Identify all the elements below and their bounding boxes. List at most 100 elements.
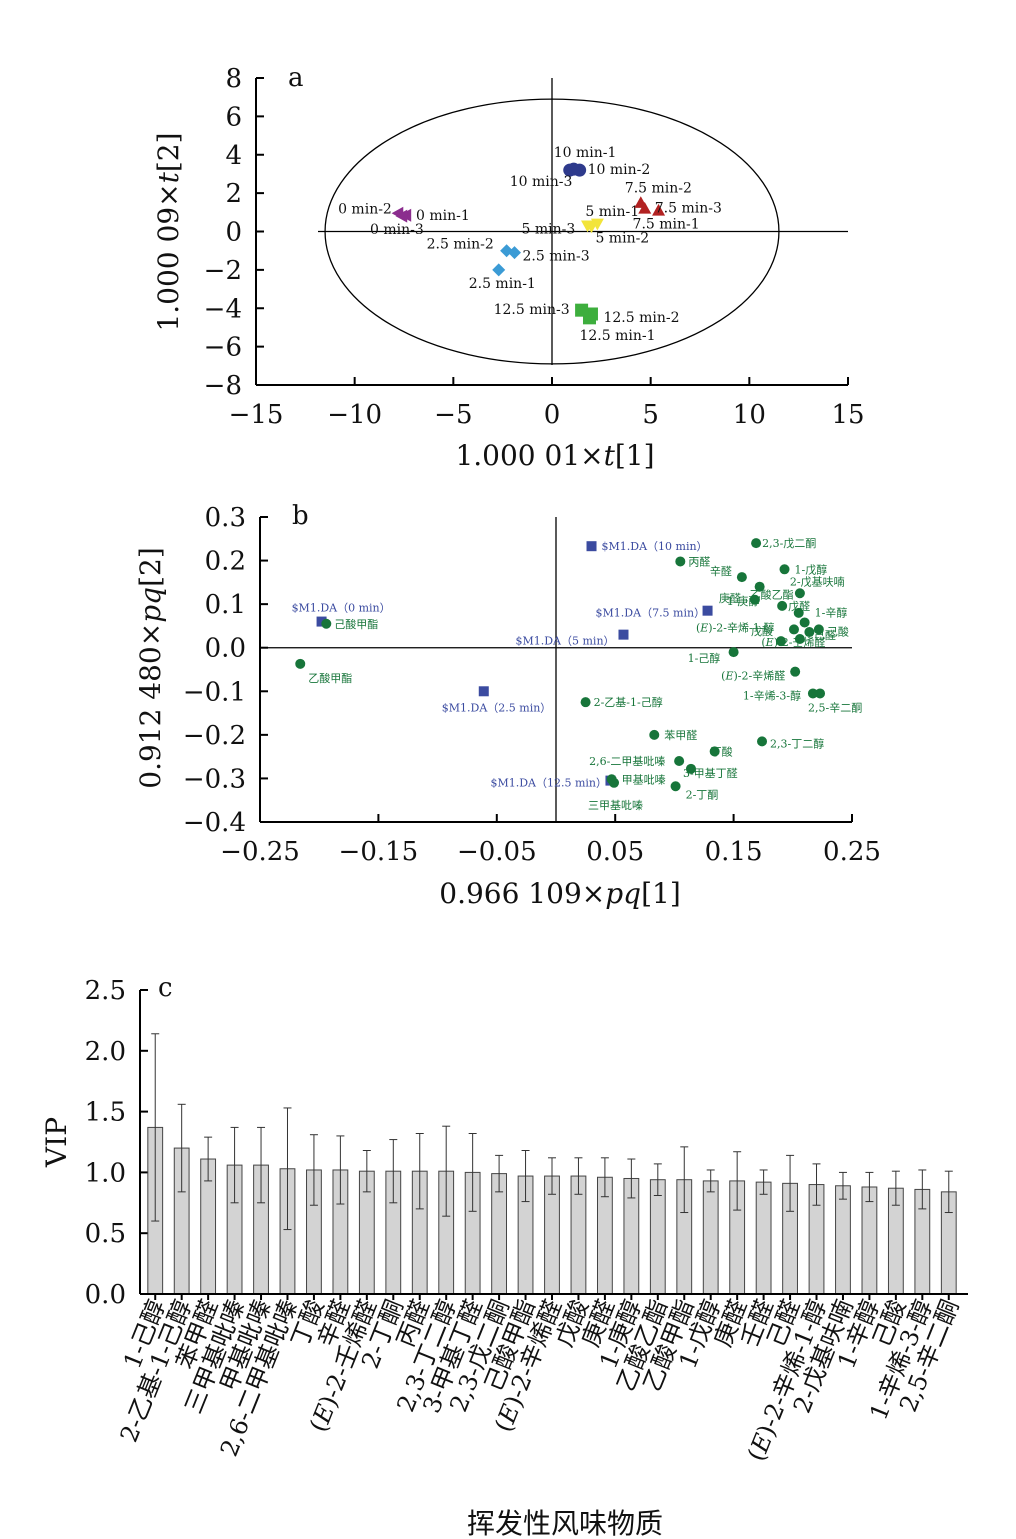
panel-b-sample-point <box>702 605 713 616</box>
panel-b-sample-label: $M1.DA（2.5 min） <box>442 701 552 714</box>
panel-b-y-tick-label: −0.2 <box>183 721 246 751</box>
panel-b-loading-plot: −0.25 −0.15 −0.05 0.05 0.15 0.25 0.3 0.2 0.1 0.0 −… <box>134 501 881 910</box>
panel-b-x-tick-label: 0.15 <box>705 837 763 867</box>
panel-a-point <box>584 307 598 321</box>
panel-b-y-title: 0.912 480×pq[2] <box>134 547 167 789</box>
panel-a-point <box>581 220 595 233</box>
panel-a-point <box>492 263 506 277</box>
panel-b-compound-point <box>757 736 768 747</box>
panel-b-sample-label: $M1.DA（5 min） <box>515 635 614 648</box>
panel-a-x-tick-label: 10 <box>733 400 766 430</box>
panel-a-point <box>508 246 522 260</box>
panel-b-compound-point <box>674 756 685 766</box>
panel-a-y-title: 1.000 09×t[2] <box>152 132 185 331</box>
panel-b-compound-label: 己酸甲酯 <box>334 617 378 631</box>
panel-b-compound-point <box>793 607 804 618</box>
panel-b-compound-label: 2-丁酮 <box>686 788 719 801</box>
panel-b-sample-point <box>478 686 489 697</box>
panel-c-bar <box>702 1180 719 1295</box>
panel-b-compound-point <box>295 658 306 669</box>
panel-b-compound-label: 苯甲醛 <box>664 728 697 742</box>
panel-b-compound-point <box>790 666 801 677</box>
panel-c-bar <box>835 1185 851 1295</box>
panel-b-compound-point <box>813 624 824 635</box>
panel-b-y-tick-label: −0.1 <box>183 677 246 707</box>
panel-b-compound-label: 庚醛 <box>719 591 741 605</box>
panel-a-point-label: 12.5 min-2 <box>603 310 679 326</box>
panel-b-compound-point <box>794 634 805 644</box>
panel-a-y-tick-label: −8 <box>204 371 242 401</box>
panel-b-x-tick-label: 0.05 <box>586 837 644 867</box>
panel-a-x-tick-label: −15 <box>229 400 284 430</box>
panel-c-bar <box>649 1179 666 1295</box>
panel-a-x-tick-label: 0 <box>544 400 561 430</box>
panel-b-compound-label: 甲基吡嗪 <box>622 773 666 786</box>
panel-b-sample-point <box>586 541 597 552</box>
panel-c-marks: 2.52.01.51.00.50.01-己醇2-乙基-1-己醇苯甲醛三甲基吡嗪甲… <box>85 976 965 1465</box>
panel-a-x-tick-label: 15 <box>831 400 864 430</box>
panel-a-point-label: 5 min-1 <box>585 204 639 220</box>
panel-b-compound-label: (E)-2-辛烯醛 <box>721 669 785 683</box>
panel-a-point-label: 2.5 min-2 <box>427 237 494 253</box>
panel-b-y-tick-label: −0.3 <box>183 764 246 794</box>
panel-c-y-tick-label: 2.5 <box>85 976 126 1006</box>
panel-a-point <box>652 203 666 216</box>
panel-b-compound-label: 2-乙基-1-己醇 <box>594 695 663 709</box>
panel-a-point <box>395 209 408 223</box>
panel-b-compound-point <box>649 729 660 740</box>
panel-b-compound-label: 2,5-辛二酮 <box>808 700 862 714</box>
panel-a-y-tick-label: −6 <box>204 333 242 363</box>
panel-b-x-tick-label: −0.25 <box>220 837 300 867</box>
panel-a-x-tick-label: −10 <box>327 400 382 430</box>
panel-a-point-label: 12.5 min-1 <box>579 328 655 344</box>
panel-b-compound-label: 1-庚醇 <box>727 594 760 608</box>
panel-b-compound-point <box>709 746 720 757</box>
panel-b-compound-label: 1-辛烯-3-醇 <box>743 688 801 702</box>
panel-b-compound-point <box>728 647 739 658</box>
panel-b-sample-label: $M1.DA（10 min） <box>602 540 708 553</box>
panel-a-point-label: 7.5 min-2 <box>625 181 692 197</box>
panel-b-compound-point <box>779 564 790 575</box>
panel-b-compound-point <box>675 556 686 567</box>
panel-a-letter: a <box>288 63 304 93</box>
panel-a-point-label: 7.5 min-3 <box>655 200 722 216</box>
panel-a-point-label: 12.5 min-3 <box>494 302 570 318</box>
panel-b-compound-label: 2,3-戊二酮 <box>762 537 816 550</box>
panel-c-y-tick-label: 0.5 <box>85 1219 126 1249</box>
panel-a-point-label: 5 min-2 <box>595 231 649 247</box>
panel-a-y-tick-label: 8 <box>225 64 242 94</box>
panel-b-sample-point <box>316 616 327 627</box>
panel-b-y-tick-label: 0.2 <box>205 547 246 577</box>
panel-b-compound-point <box>321 618 332 629</box>
panel-b-compound-point <box>799 617 810 628</box>
panel-b-sample-label: $M1.DA（12.5 min） <box>490 777 607 790</box>
panel-b-letter: b <box>292 501 309 531</box>
panel-a-y-tick-label: 2 <box>225 179 242 209</box>
panel-c-letter: c <box>158 973 173 1003</box>
panel-b-compound-label: 己醛 <box>814 628 836 642</box>
panel-b-compound-point <box>736 572 747 583</box>
panel-b-compound-point <box>751 538 762 549</box>
panel-c-bar <box>755 1181 772 1295</box>
panel-b-compound-label: 乙酸甲酯 <box>308 671 352 685</box>
panel-c-y-tick-label: 1.5 <box>85 1098 126 1128</box>
panel-b-compound-point <box>788 624 799 635</box>
panel-a-x-title: 1.000 01×t[1] <box>455 439 654 472</box>
panel-b-compound-label: 三甲基吡嗪 <box>588 799 643 812</box>
panel-a-point-label: 5 min-3 <box>522 222 576 238</box>
panel-c-bar <box>861 1186 878 1295</box>
panel-b-compound-point <box>580 697 591 708</box>
panel-b-compound-label: 3-甲基丁醛 <box>683 766 738 780</box>
panel-b-compound-label: 乙酸乙酯 <box>750 588 794 602</box>
panel-b-y-tick-label: 0.1 <box>205 590 246 620</box>
panel-a-point-label: 10 min-1 <box>554 145 617 161</box>
panel-a-point-label: 0 min-1 <box>416 208 470 224</box>
panel-b-sample-label: $M1.DA（0 min） <box>292 602 391 615</box>
panel-b-compound-label: 1-辛醇 <box>815 605 848 619</box>
panel-b-y-tick-label: −0.4 <box>183 808 246 838</box>
panel-b-compound-point <box>804 627 815 638</box>
panel-a-point-label: 7.5 min-1 <box>633 216 700 232</box>
